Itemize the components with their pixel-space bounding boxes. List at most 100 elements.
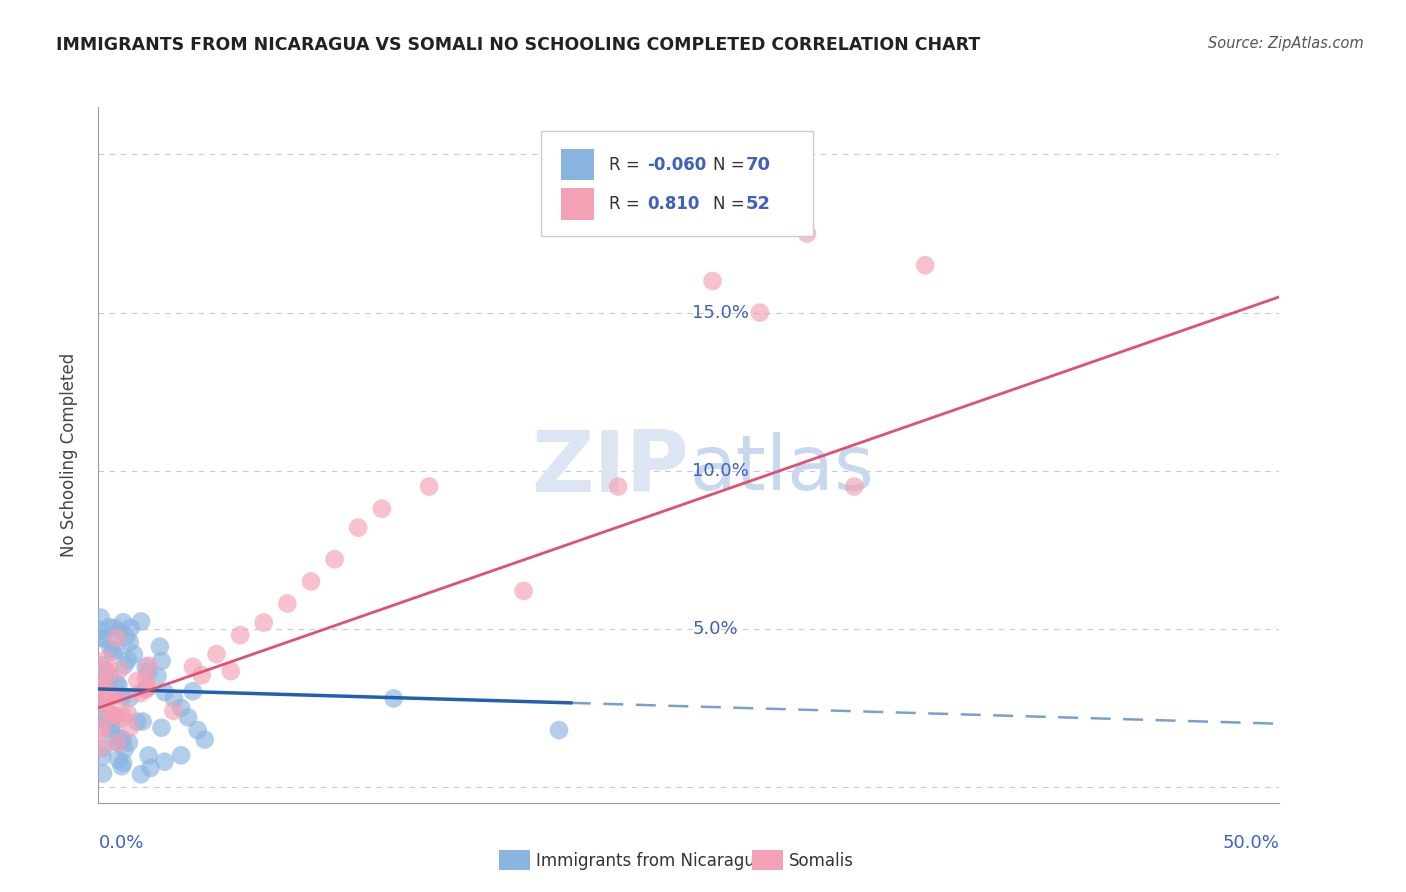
Text: ZIP: ZIP xyxy=(531,427,689,510)
Point xyxy=(205,647,228,661)
Text: 20.0%: 20.0% xyxy=(693,145,749,163)
Point xyxy=(105,689,128,703)
Point xyxy=(112,756,135,770)
Point xyxy=(94,691,117,706)
Point xyxy=(112,615,135,630)
Point xyxy=(100,721,122,735)
Text: Somalis: Somalis xyxy=(789,852,853,870)
Point xyxy=(90,681,112,695)
Point xyxy=(146,669,169,683)
Point xyxy=(107,678,129,692)
Point xyxy=(150,654,173,668)
Point xyxy=(108,663,131,677)
Point xyxy=(101,687,124,701)
Point xyxy=(194,732,217,747)
Point xyxy=(117,706,139,721)
Point xyxy=(150,721,173,735)
Point xyxy=(90,740,112,755)
Point xyxy=(104,642,127,657)
Point xyxy=(914,258,936,272)
Point xyxy=(134,682,156,697)
Point xyxy=(107,736,129,750)
Text: N =: N = xyxy=(713,156,749,174)
Point xyxy=(100,717,122,731)
Text: 5.0%: 5.0% xyxy=(693,620,738,638)
Point xyxy=(299,574,322,589)
Point xyxy=(94,685,117,699)
Point xyxy=(153,685,176,699)
Point xyxy=(97,667,120,681)
Text: 50.0%: 50.0% xyxy=(1223,834,1279,852)
Point xyxy=(103,621,125,635)
Point xyxy=(94,690,117,705)
Point xyxy=(101,687,124,701)
Point xyxy=(90,682,112,697)
Point xyxy=(98,668,121,682)
Point xyxy=(139,761,162,775)
Point xyxy=(219,664,242,678)
Point xyxy=(347,521,370,535)
Point xyxy=(153,755,176,769)
Point xyxy=(371,501,394,516)
Point xyxy=(418,479,440,493)
Point xyxy=(136,665,159,680)
Text: R =: R = xyxy=(609,156,644,174)
Point xyxy=(103,707,125,722)
Point xyxy=(115,630,138,644)
FancyBboxPatch shape xyxy=(541,131,813,235)
Point xyxy=(118,690,141,705)
Point xyxy=(94,702,117,716)
Point xyxy=(107,753,129,767)
Point xyxy=(90,658,112,673)
Bar xyxy=(561,188,595,219)
Point xyxy=(105,676,128,690)
Point xyxy=(90,722,112,736)
Point xyxy=(382,691,405,706)
Point xyxy=(253,615,276,630)
Text: 15.0%: 15.0% xyxy=(693,303,749,322)
Point xyxy=(229,628,252,642)
Point xyxy=(177,710,200,724)
Point xyxy=(101,645,124,659)
Text: 70: 70 xyxy=(745,156,770,174)
Point xyxy=(90,723,112,738)
Point xyxy=(136,658,159,673)
Point xyxy=(114,742,136,756)
Point xyxy=(108,731,131,746)
Point xyxy=(748,305,770,319)
Point xyxy=(512,583,534,598)
Point xyxy=(90,686,112,700)
Point xyxy=(131,714,153,729)
Point xyxy=(129,615,152,629)
Point xyxy=(89,677,111,691)
Point xyxy=(163,691,186,706)
Text: 10.0%: 10.0% xyxy=(693,462,749,480)
Point xyxy=(89,690,111,704)
Point xyxy=(187,723,209,737)
Point xyxy=(844,479,866,493)
Point xyxy=(111,732,134,747)
Point xyxy=(607,479,630,493)
Point xyxy=(93,740,115,755)
Point xyxy=(162,704,184,718)
Point xyxy=(91,710,114,724)
Point xyxy=(135,672,157,686)
Point xyxy=(127,714,149,729)
Point xyxy=(135,660,157,674)
Point xyxy=(796,227,818,241)
Point xyxy=(548,723,571,737)
Text: -0.060: -0.060 xyxy=(648,156,707,174)
Point xyxy=(89,623,111,637)
Point xyxy=(97,693,120,707)
Point xyxy=(111,689,134,703)
Point xyxy=(90,681,112,695)
Point xyxy=(276,597,298,611)
Point xyxy=(702,274,724,288)
Text: 0.0%: 0.0% xyxy=(98,834,143,852)
Point xyxy=(136,681,159,695)
Point xyxy=(170,748,193,763)
Point xyxy=(120,621,142,635)
Point xyxy=(181,660,204,674)
Point xyxy=(111,759,134,773)
Text: Source: ZipAtlas.com: Source: ZipAtlas.com xyxy=(1208,36,1364,51)
